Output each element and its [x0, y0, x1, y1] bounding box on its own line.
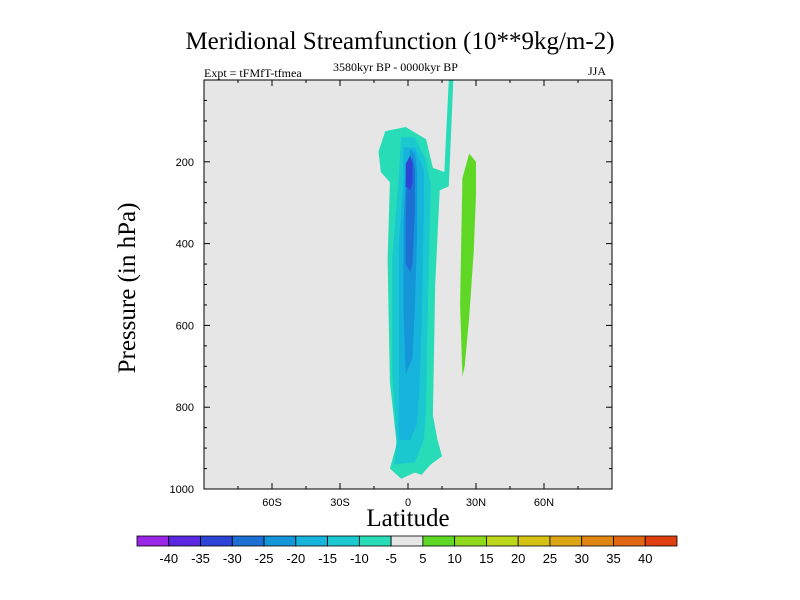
x-tick-label: 30N [466, 497, 486, 509]
colorbar-label: -10 [350, 551, 369, 566]
colorbar-label: 35 [606, 551, 620, 566]
colorbar-label: 25 [543, 551, 557, 566]
colorbar-box [358, 535, 392, 547]
colorbar-box [613, 535, 646, 547]
x-tick-label: 0 [405, 497, 411, 509]
x-tick-label: 60N [534, 497, 554, 509]
y-tick-label: 600 [176, 320, 194, 332]
chart-title: Meridional Streamfunction (10**9kg/m-2) [185, 28, 615, 55]
colorbar-box [581, 535, 614, 547]
colorbar-label: 15 [479, 551, 493, 566]
x-tick-label: 60S [262, 497, 282, 509]
colorbar-box [263, 535, 297, 547]
y-tick-label: 200 [176, 157, 194, 169]
colorbar-box [422, 535, 456, 547]
colorbar-label: 5 [419, 551, 426, 566]
y-tick-label: 400 [176, 239, 194, 251]
colorbar-box [168, 535, 201, 547]
colorbar-label: 30 [574, 551, 588, 566]
contour-regions [378, 80, 476, 479]
colorbar-label: -35 [191, 551, 210, 566]
colorbar-label: 20 [511, 551, 525, 566]
colorbar-label: -30 [223, 551, 242, 566]
colorbar-box [644, 535, 678, 547]
colorbar-label: -15 [318, 551, 337, 566]
colorbar-label: 40 [638, 551, 652, 566]
colorbar-box [486, 535, 519, 547]
contour-region-pos-7_5 [460, 153, 476, 377]
colorbar-label: -25 [255, 551, 274, 566]
x-axis-title: Latitude [366, 505, 450, 532]
x-tick-label: 30S [330, 497, 350, 509]
colorbar-label: 10 [447, 551, 461, 566]
y-tick-label: 1000 [170, 484, 194, 496]
colorbar-label: -20 [286, 551, 305, 566]
colorbar-box [295, 535, 328, 547]
colorbar-box [327, 535, 360, 547]
experiment-label: Expt = tFMfT-tfmea [204, 66, 302, 80]
season-label: JJA [588, 64, 607, 78]
colorbar-label: -5 [385, 551, 397, 566]
colorbar-label: -40 [159, 551, 178, 566]
y-tick-label: 800 [176, 402, 194, 414]
colorbar-box [200, 535, 233, 547]
colorbar-box [517, 535, 551, 547]
colorbar-box [390, 535, 424, 547]
colorbar-box [549, 535, 583, 547]
colorbar-box [454, 535, 487, 547]
period-label: 3580kyr BP - 0000kyr BP [333, 60, 458, 74]
contour-region-neg-32_5 [405, 155, 413, 191]
colorbar-box [231, 535, 265, 547]
colorbar-box [136, 535, 170, 547]
